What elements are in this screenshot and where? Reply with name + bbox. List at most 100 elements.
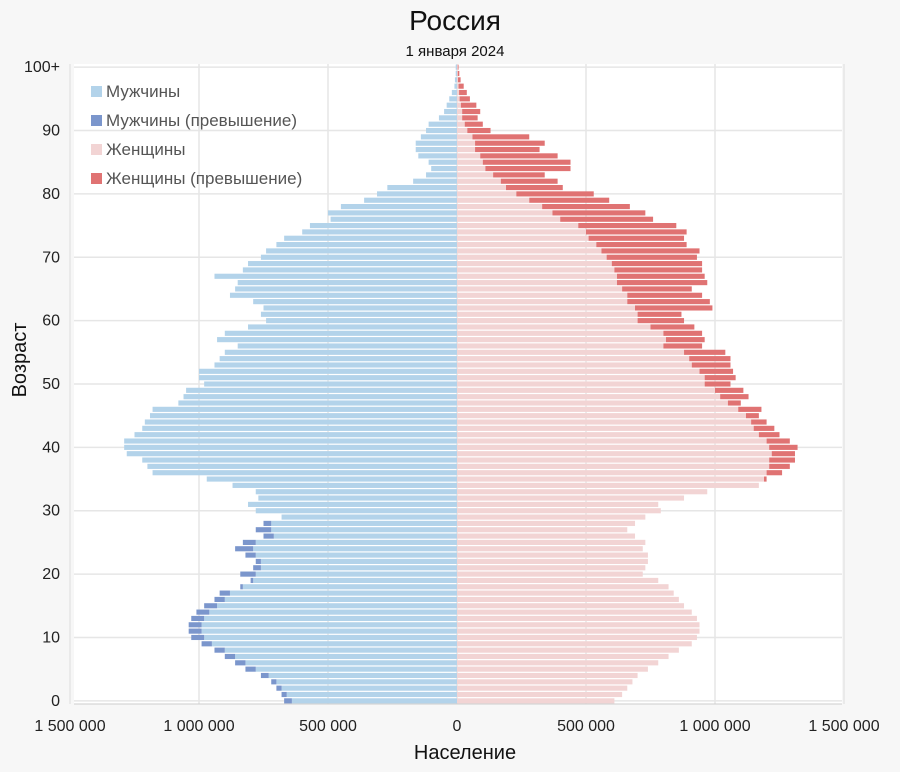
bar-men (253, 577, 457, 584)
bar-women (457, 552, 648, 558)
bar-women-excess (616, 273, 705, 279)
bar-men (255, 571, 457, 577)
legend-swatch (91, 86, 102, 97)
bar-men (431, 165, 457, 172)
legend-label: Мужчины (106, 82, 180, 101)
bar-men (426, 172, 457, 178)
bar-women-excess (578, 223, 677, 229)
bar-men (255, 508, 457, 514)
bar-men (152, 406, 457, 412)
bar-women (457, 698, 615, 704)
bar-women-excess (616, 280, 708, 286)
bar-men (201, 628, 457, 634)
bar-women-excess (704, 375, 736, 381)
bar-women-excess (611, 261, 703, 267)
bar-men-excess (240, 584, 243, 590)
bar-men (255, 539, 457, 545)
bar-men (255, 666, 457, 672)
chart-subtitle: 1 января 2024 (406, 43, 505, 60)
bar-men (126, 451, 457, 457)
bar-women (457, 146, 476, 153)
bar-women-excess (627, 299, 710, 305)
bar-men-excess (201, 641, 212, 647)
bar-men (229, 292, 457, 298)
bar-men (144, 419, 457, 425)
bar-men (124, 444, 458, 450)
bar-men (415, 140, 457, 146)
x-tick-label: 500 000 (557, 718, 615, 735)
bar-women-excess (485, 165, 571, 172)
bar-men (302, 229, 457, 235)
bar-men (204, 634, 457, 641)
bar-women (457, 400, 728, 406)
bar-men (209, 609, 457, 615)
bar-men (260, 558, 457, 564)
bar-women-excess (458, 77, 461, 83)
bar-men-excess (242, 539, 256, 545)
bar-women (457, 603, 685, 609)
legend-label: Мужчины (превышение) (106, 111, 297, 130)
bar-women-excess (635, 305, 713, 311)
bar-men (229, 590, 457, 596)
bar-women-excess (758, 432, 780, 438)
bar-men (255, 552, 457, 558)
bar-men (253, 299, 457, 305)
bar-men (271, 520, 457, 526)
bar-women (457, 261, 612, 267)
bar-men-excess (204, 603, 218, 609)
bar-women-excess (462, 108, 481, 115)
bar-men (340, 204, 457, 210)
bar-men (428, 121, 457, 127)
bar-women (457, 520, 636, 526)
bar-women (457, 419, 752, 425)
bar-men (271, 527, 457, 533)
bar-men (217, 603, 457, 609)
bar-women (457, 577, 659, 584)
bar-women (457, 438, 767, 444)
bar-women-excess (691, 362, 731, 368)
bar-women (457, 292, 628, 298)
bar-women (457, 406, 739, 412)
bar-women (457, 565, 646, 571)
bar-women (457, 223, 579, 229)
bar-women-excess (614, 267, 703, 273)
x-tick-labels: 1 500 000 1 000 000 500 000 0 500 000 1 000 0… (34, 718, 879, 735)
bar-women-excess (764, 476, 767, 482)
bar-women-excess (771, 451, 795, 457)
bar-men (387, 184, 457, 191)
y-tick-label: 40 (42, 439, 60, 456)
bar-women-excess (637, 318, 685, 324)
bar-women (457, 216, 561, 222)
bar-men (183, 394, 457, 400)
bar-women-excess (459, 96, 470, 102)
bar-women (457, 343, 664, 349)
bar-men (214, 362, 457, 368)
bar-women-excess (766, 470, 783, 476)
bar-men (134, 432, 457, 438)
bar-women-excess (552, 210, 646, 216)
bar-women (457, 134, 473, 140)
bar-women-excess (769, 457, 795, 463)
bar-women (457, 615, 697, 622)
bar-women (457, 254, 607, 260)
bar-women (457, 463, 770, 469)
x-tick-label: 500 000 (299, 718, 357, 735)
legend-swatch (91, 115, 102, 126)
bar-women (457, 660, 659, 666)
bar-women (457, 533, 636, 539)
bar-men (152, 470, 457, 476)
bar-men (142, 425, 458, 431)
bar-men (364, 197, 457, 203)
bar-men (276, 679, 457, 685)
bar-women (457, 596, 679, 603)
bar-women (457, 501, 659, 507)
bar-women (457, 590, 674, 596)
bar-women-excess (663, 330, 703, 336)
bar-men (245, 660, 457, 666)
bar-women (457, 204, 543, 210)
bar-men (286, 691, 457, 698)
bar-women (457, 666, 648, 672)
bar-men-excess (284, 698, 292, 704)
bar-men (258, 495, 457, 501)
bar-women (457, 413, 746, 419)
